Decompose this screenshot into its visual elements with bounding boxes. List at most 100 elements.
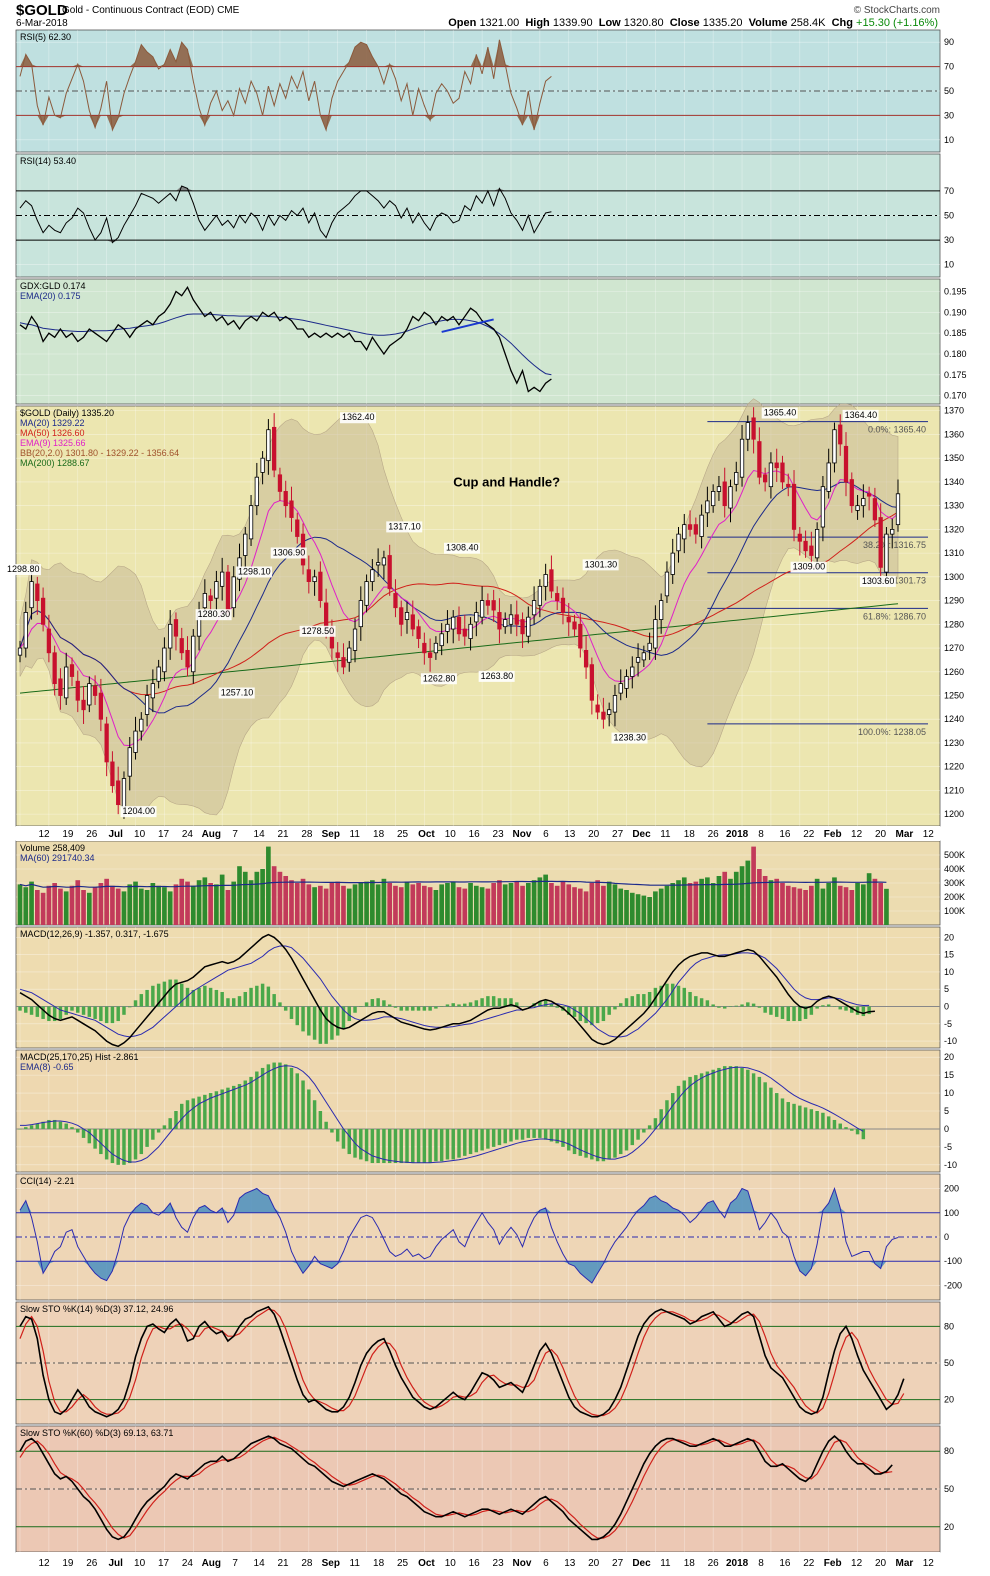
volume-bar [878,883,884,925]
macd2-hist-bar [24,1127,28,1129]
candle [791,470,797,542]
candle-body [630,666,635,677]
candle-body [653,619,658,649]
price-ytick-label: 1360 [944,429,964,439]
macd1-hist-bar [110,1006,115,1024]
price-callout-bg [611,732,648,744]
candle [635,643,641,677]
volume-bar [497,880,502,925]
candle [739,424,745,487]
candle-body [468,623,473,639]
price-callout-bg [236,566,273,578]
volume-bar [98,883,104,925]
macd1-hist-bar [826,1004,831,1007]
macd1-hist-bar [422,1006,427,1011]
macd1-hist-bar [29,1006,34,1015]
x-tick-label-bottom: 10 [134,1558,146,1569]
macd1-hist-bar [676,985,681,1007]
macd2-hist-bar [208,1093,213,1129]
candle-body [433,642,439,654]
candle [422,632,427,665]
candle-body [670,552,675,575]
volume-bar [658,888,664,925]
x-tick-label-bottom: Jul [108,1558,123,1569]
candle [474,601,479,637]
candle-body [508,614,514,625]
price-callout-label: 1303.60 [862,576,895,586]
candle-body [29,581,34,609]
candle [214,570,219,611]
macd1-hist-bar [191,989,196,1007]
macd1-hist-bar [786,1006,790,1022]
macd1-ytick-label: 15 [944,950,954,960]
macd2-hist-bar [81,1128,86,1138]
candle [774,448,779,482]
macd1-hist-bar [347,1006,351,1022]
candle-body [843,445,849,483]
candle [144,684,150,727]
candle [364,574,369,613]
macd1-hist-bar [35,1006,40,1017]
ratio-ytick-label: 0.185 [944,328,967,338]
volume-ma-line [19,880,887,888]
macd2-hist-bar [595,1128,600,1162]
volume-bar [572,887,577,925]
volume-bar [624,890,629,925]
candle-body [549,569,554,592]
macd2-hist-bar [682,1080,687,1129]
macd2-hist-bar [838,1123,842,1129]
candle-body [826,462,831,492]
candle [283,480,288,518]
volume-bar [560,881,566,925]
volume-bar [312,887,317,925]
price-callout-bg [299,625,336,637]
candle-body [699,514,704,537]
candle [705,486,710,528]
candle-body [347,647,352,663]
macd2-hist-bar [174,1111,178,1129]
candle-body [422,642,427,654]
volume-bar [173,884,179,925]
volume-bar [248,880,254,925]
candle-body [687,524,693,530]
macd2-legend-0: MACD(25,170,25) Hist -2.861 [20,1052,139,1062]
candle [849,472,854,513]
candle-body [809,545,814,556]
macd1-hist-bar [266,986,271,1007]
macd2-ytick-label: 15 [944,1070,954,1080]
volume-bar [832,877,837,925]
candle-body [722,481,727,507]
macd1-hist-bar [549,1003,554,1007]
volume-bar [629,892,635,925]
candle-body [139,718,144,732]
candle-body [451,616,456,630]
volume-bar [693,881,699,925]
macd2-hist-bar [434,1128,438,1162]
price-callout-bg [859,575,896,587]
volume-bar [283,876,289,925]
candle-body [104,723,109,763]
x-tick-label-bottom: Feb [824,1558,842,1569]
macd1-ytick-label: -10 [944,1036,957,1046]
x-tick-label-bottom: 27 [612,1558,624,1569]
rsi5-ytick-label: 50 [944,86,954,96]
macd2-hist-bar [457,1128,461,1158]
rsi5-ytick-label: 30 [944,110,954,120]
macd1-hist-bar [538,1001,542,1007]
candle-body [462,628,467,637]
volume-bar [687,883,693,925]
macd1-hist-bar [283,1006,288,1011]
ratio-legend-1: EMA(20) 0.175 [20,291,81,301]
macd2-hist-bar [376,1128,380,1164]
fib-label-4: 100.0%: 1238.05 [858,727,926,737]
rsi14-ytick-label: 70 [944,186,954,196]
macd2-hist-bar [197,1096,201,1129]
volume-bar [612,884,618,925]
macd2-ema-line [20,1065,864,1164]
candle [243,527,248,570]
price-callout-bg [386,521,423,533]
macd1-hist-bar [746,1002,750,1007]
macd2-hist-bar [76,1128,80,1133]
x-tick-label-top: 18 [684,829,696,840]
price-ytick-label: 1370 [944,406,964,416]
